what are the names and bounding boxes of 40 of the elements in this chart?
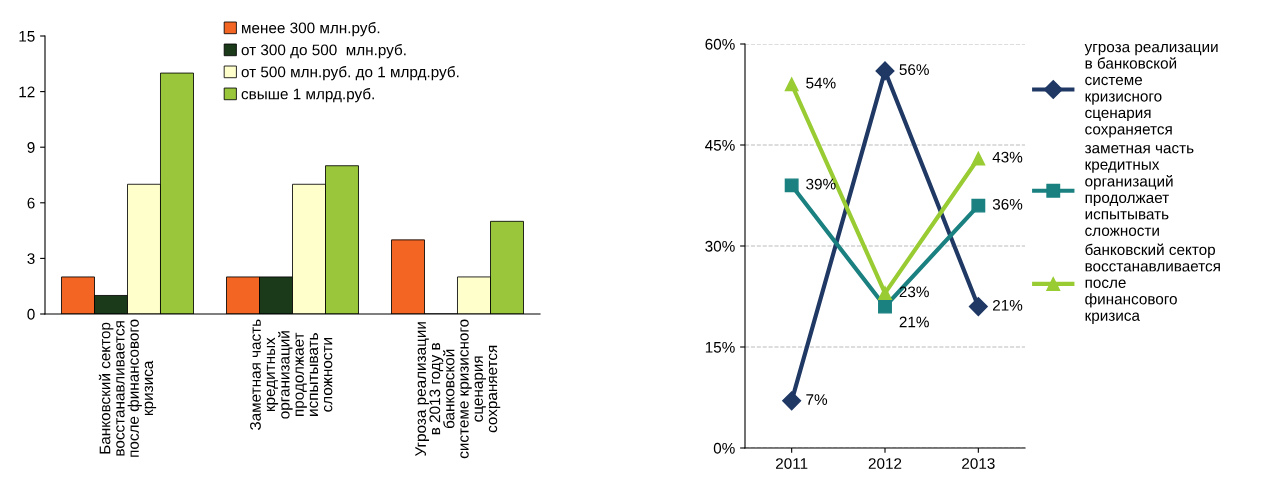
y-tick-label: 0 bbox=[27, 308, 35, 320]
x-tick-label: 2013 bbox=[962, 458, 995, 469]
data-label: 21% bbox=[899, 316, 929, 328]
legend-label: банковский сектор восстанавливается после финансового кризиса bbox=[1085, 243, 1220, 324]
x-tick-label: 2012 bbox=[868, 458, 902, 469]
x-tick-label: 2011 bbox=[776, 458, 808, 469]
legend-label: свыше 1 млрд.руб. bbox=[241, 87, 374, 103]
point bbox=[878, 286, 892, 301]
point bbox=[875, 61, 895, 81]
data-label: 43% bbox=[992, 151, 1023, 163]
point bbox=[971, 151, 986, 166]
point bbox=[878, 299, 892, 314]
x-tick-label: Угроза реализации в 2013 году в банковской системе кризисного сценария сохраняется bbox=[415, 319, 501, 459]
point bbox=[784, 77, 799, 92]
legend-label: менее 300 млн.руб. bbox=[242, 21, 380, 37]
data-label: 54% bbox=[806, 77, 836, 89]
legend-label: от 300 до 500 млн.руб. bbox=[241, 43, 406, 59]
x-tick-label: Банковский сектор восстанавливается после финансового кризиса bbox=[98, 319, 157, 457]
data-label: 56% bbox=[899, 64, 929, 76]
y-tick-label: 45% bbox=[705, 139, 735, 151]
y-tick-label: 6 bbox=[27, 197, 35, 209]
point bbox=[784, 178, 799, 193]
y-tick-label: 30% bbox=[705, 240, 735, 252]
data-label: 36% bbox=[992, 198, 1023, 210]
data-label: 23% bbox=[899, 286, 929, 298]
legend-label: от 500 млн.руб. до 1 млрд.руб. bbox=[241, 65, 459, 81]
y-tick-label: 12 bbox=[19, 86, 35, 98]
point bbox=[968, 297, 988, 317]
y-tick-label: 15% bbox=[705, 341, 735, 353]
x-tick-label: Заметная часть кредитных организаций продолжает испытывать сложности bbox=[250, 319, 333, 431]
y-tick-label: 3 bbox=[27, 253, 35, 265]
y-tick-label: 9 bbox=[27, 142, 35, 153]
y-tick-label: 0% bbox=[713, 442, 735, 454]
point bbox=[971, 198, 986, 213]
data-label: 21% bbox=[992, 299, 1023, 311]
y-tick-label: 60% bbox=[705, 38, 735, 50]
point bbox=[782, 391, 802, 411]
y-tick-label: 15 bbox=[19, 31, 35, 42]
data-label: 39% bbox=[806, 178, 836, 190]
data-label: 7% bbox=[806, 394, 828, 405]
